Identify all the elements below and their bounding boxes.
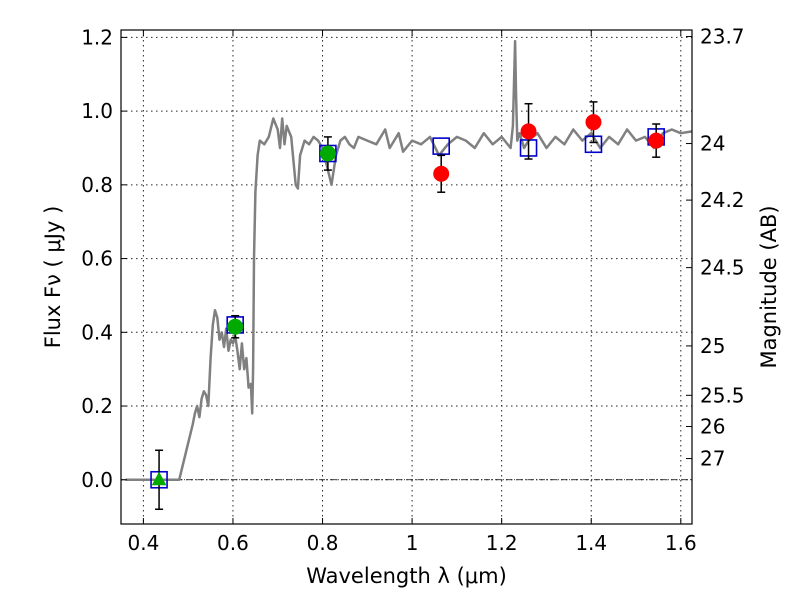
y2-tick-label-1: 24	[700, 132, 725, 156]
photometry-circle-point-3-1	[319, 145, 336, 162]
x-tick-label-0: 0.4	[127, 531, 159, 555]
y2-tick-label-4: 25	[700, 334, 725, 358]
ticks: 0.4 0.6 0.8 1 1.2 1.4 1.6 0.0 0.2 0.4 0.6 0.8 1.0 1.2…	[81, 25, 744, 555]
plot-frame	[120, 29, 693, 525]
y-tick-label-5: 1.0	[81, 99, 113, 123]
y-tick-label-2: 0.4	[81, 320, 113, 344]
y2-tick-label-6: 26	[700, 414, 725, 438]
y-tick-label-1: 0.2	[81, 394, 113, 418]
y2-axis-label: Magnitude (AB)	[757, 205, 781, 368]
photometry-triangle-point-0	[151, 471, 167, 486]
y2-tick-label-0: 23.7	[700, 25, 745, 49]
y-tick-label-6: 1.2	[81, 25, 113, 49]
y2-tick-label-2: 24.2	[700, 188, 745, 212]
y2-tick-label-5: 25.5	[700, 383, 745, 407]
series-layer	[125, 39, 693, 511]
x-tick-label-1: 0.6	[217, 531, 249, 555]
x-tick-label-4: 1.2	[486, 531, 518, 555]
photometry-circle-point-4-3	[648, 132, 665, 149]
x-tick-label-5: 1.4	[575, 531, 607, 555]
y-axis-label: Flux Fν ( μJy )	[41, 206, 65, 349]
y-tick-label-4: 0.8	[81, 173, 113, 197]
photometry-circle-point-4-0	[433, 165, 450, 182]
y-tick-label-0: 0.0	[81, 468, 113, 492]
photometry-circle-point-4-1	[520, 123, 537, 140]
y2-tick-label-3: 24.5	[700, 256, 745, 280]
x-tick-label-3: 1	[406, 531, 419, 555]
photometry-circle-point-3-0	[227, 318, 244, 335]
grid	[121, 30, 692, 524]
x-tick-label-6: 1.6	[665, 531, 697, 555]
x-axis-label: Wavelength λ (μm)	[306, 564, 507, 588]
y-tick-label-3: 0.6	[81, 247, 113, 271]
x-tick-label-2: 0.8	[307, 531, 339, 555]
photometry-circle-point-4-2	[585, 114, 602, 131]
y2-tick-label-7: 27	[700, 447, 725, 471]
model-square-point-3	[432, 137, 451, 155]
